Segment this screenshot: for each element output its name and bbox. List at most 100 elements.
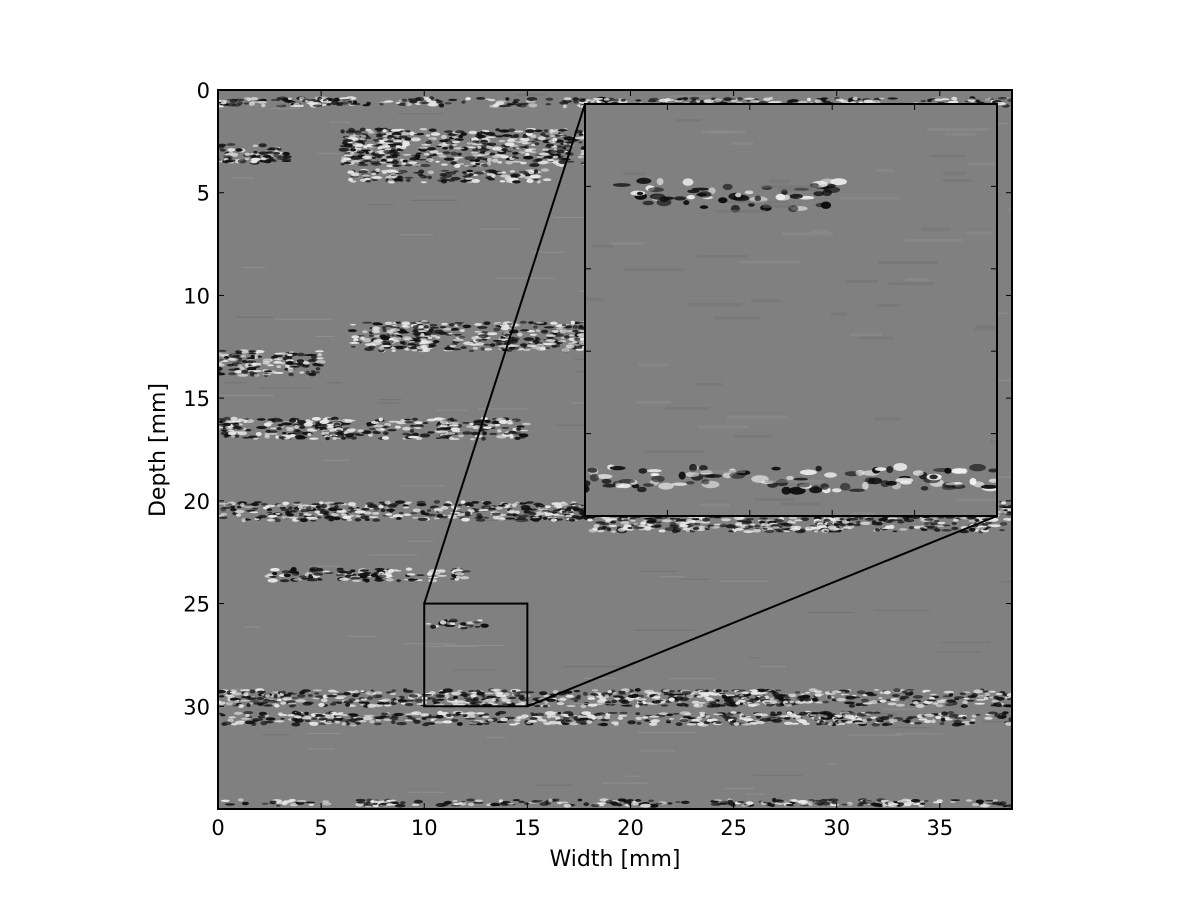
speckle <box>285 361 294 364</box>
speckle <box>537 136 546 141</box>
speckle <box>447 620 458 623</box>
speckle <box>252 144 259 148</box>
speckle <box>918 804 925 807</box>
speckle <box>531 345 541 349</box>
speckle <box>880 716 890 720</box>
speckle <box>454 138 464 141</box>
speckle <box>999 529 1005 532</box>
speckle <box>496 100 507 103</box>
speckle <box>417 329 426 333</box>
speckle <box>311 417 321 421</box>
speckle <box>755 688 767 693</box>
speckle <box>348 718 357 723</box>
speckle <box>636 721 642 725</box>
speckle <box>336 568 344 573</box>
speckle <box>354 131 362 136</box>
speckle <box>486 142 497 147</box>
speckle <box>378 346 385 351</box>
speckle <box>500 717 508 722</box>
speckle <box>797 695 809 699</box>
speckle <box>220 507 227 512</box>
speckle <box>232 426 242 429</box>
speckle <box>403 418 411 421</box>
speckle <box>741 715 746 718</box>
speckle <box>495 128 501 132</box>
speckle <box>539 152 550 156</box>
speckle <box>507 802 514 805</box>
speckle <box>1000 501 1007 505</box>
speckle <box>903 518 915 523</box>
speckle <box>383 431 389 436</box>
speckle <box>371 172 377 176</box>
speckle <box>381 436 390 440</box>
speckle <box>500 696 508 701</box>
speckle <box>448 421 459 426</box>
speckle <box>218 362 223 365</box>
inset-speckle <box>684 472 700 477</box>
speckle <box>519 137 530 141</box>
speckle <box>317 723 327 725</box>
speckle <box>361 507 370 511</box>
speckle <box>674 698 679 702</box>
speckle <box>634 688 641 692</box>
speckle <box>449 436 454 440</box>
speckle <box>287 702 297 705</box>
speckle <box>741 804 750 807</box>
speckle <box>410 424 415 427</box>
speckle <box>426 156 433 159</box>
speckle <box>540 132 546 136</box>
speckle <box>762 527 768 530</box>
speckle <box>454 572 465 576</box>
speckle <box>929 693 937 696</box>
speckle <box>394 570 402 572</box>
speckle <box>522 134 528 139</box>
speckle <box>364 578 370 583</box>
speckle <box>890 698 900 701</box>
speckle <box>937 521 946 525</box>
speckle <box>348 178 353 182</box>
speckle <box>308 359 318 361</box>
speckle <box>531 800 539 803</box>
speckle <box>393 134 401 137</box>
speckle <box>513 718 521 722</box>
speckle <box>379 428 386 431</box>
speckle <box>251 157 261 162</box>
speckle <box>491 512 501 516</box>
speckle <box>244 503 253 506</box>
speckle <box>733 722 740 726</box>
speckle <box>382 129 387 133</box>
speckle <box>304 513 312 517</box>
speckle <box>528 321 534 324</box>
speckle <box>529 717 538 720</box>
speckle <box>447 171 457 175</box>
speckle <box>495 417 507 422</box>
speckle <box>525 501 534 504</box>
speckle <box>428 324 438 327</box>
speckle <box>573 700 578 702</box>
speckle <box>262 373 271 376</box>
speckle <box>288 418 297 423</box>
speckle <box>362 716 373 721</box>
speckle <box>426 418 437 422</box>
speckle <box>492 340 502 342</box>
speckle <box>426 147 437 151</box>
speckle <box>474 625 481 628</box>
speckle <box>543 129 549 133</box>
speckle <box>246 98 252 102</box>
speckle <box>605 519 612 523</box>
speckle <box>477 326 488 329</box>
speckle <box>382 328 387 333</box>
speckle <box>877 804 883 808</box>
speckle <box>245 419 255 423</box>
speckle <box>586 719 593 724</box>
speckle <box>404 139 411 141</box>
speckle <box>534 704 541 708</box>
speckle <box>273 361 283 364</box>
speckle <box>611 530 616 533</box>
speckle <box>320 504 328 508</box>
speckle <box>836 517 841 521</box>
x-axis-label: Width [mm] <box>550 847 681 872</box>
speckle <box>519 320 527 324</box>
speckle <box>374 722 382 726</box>
speckle <box>340 163 345 166</box>
